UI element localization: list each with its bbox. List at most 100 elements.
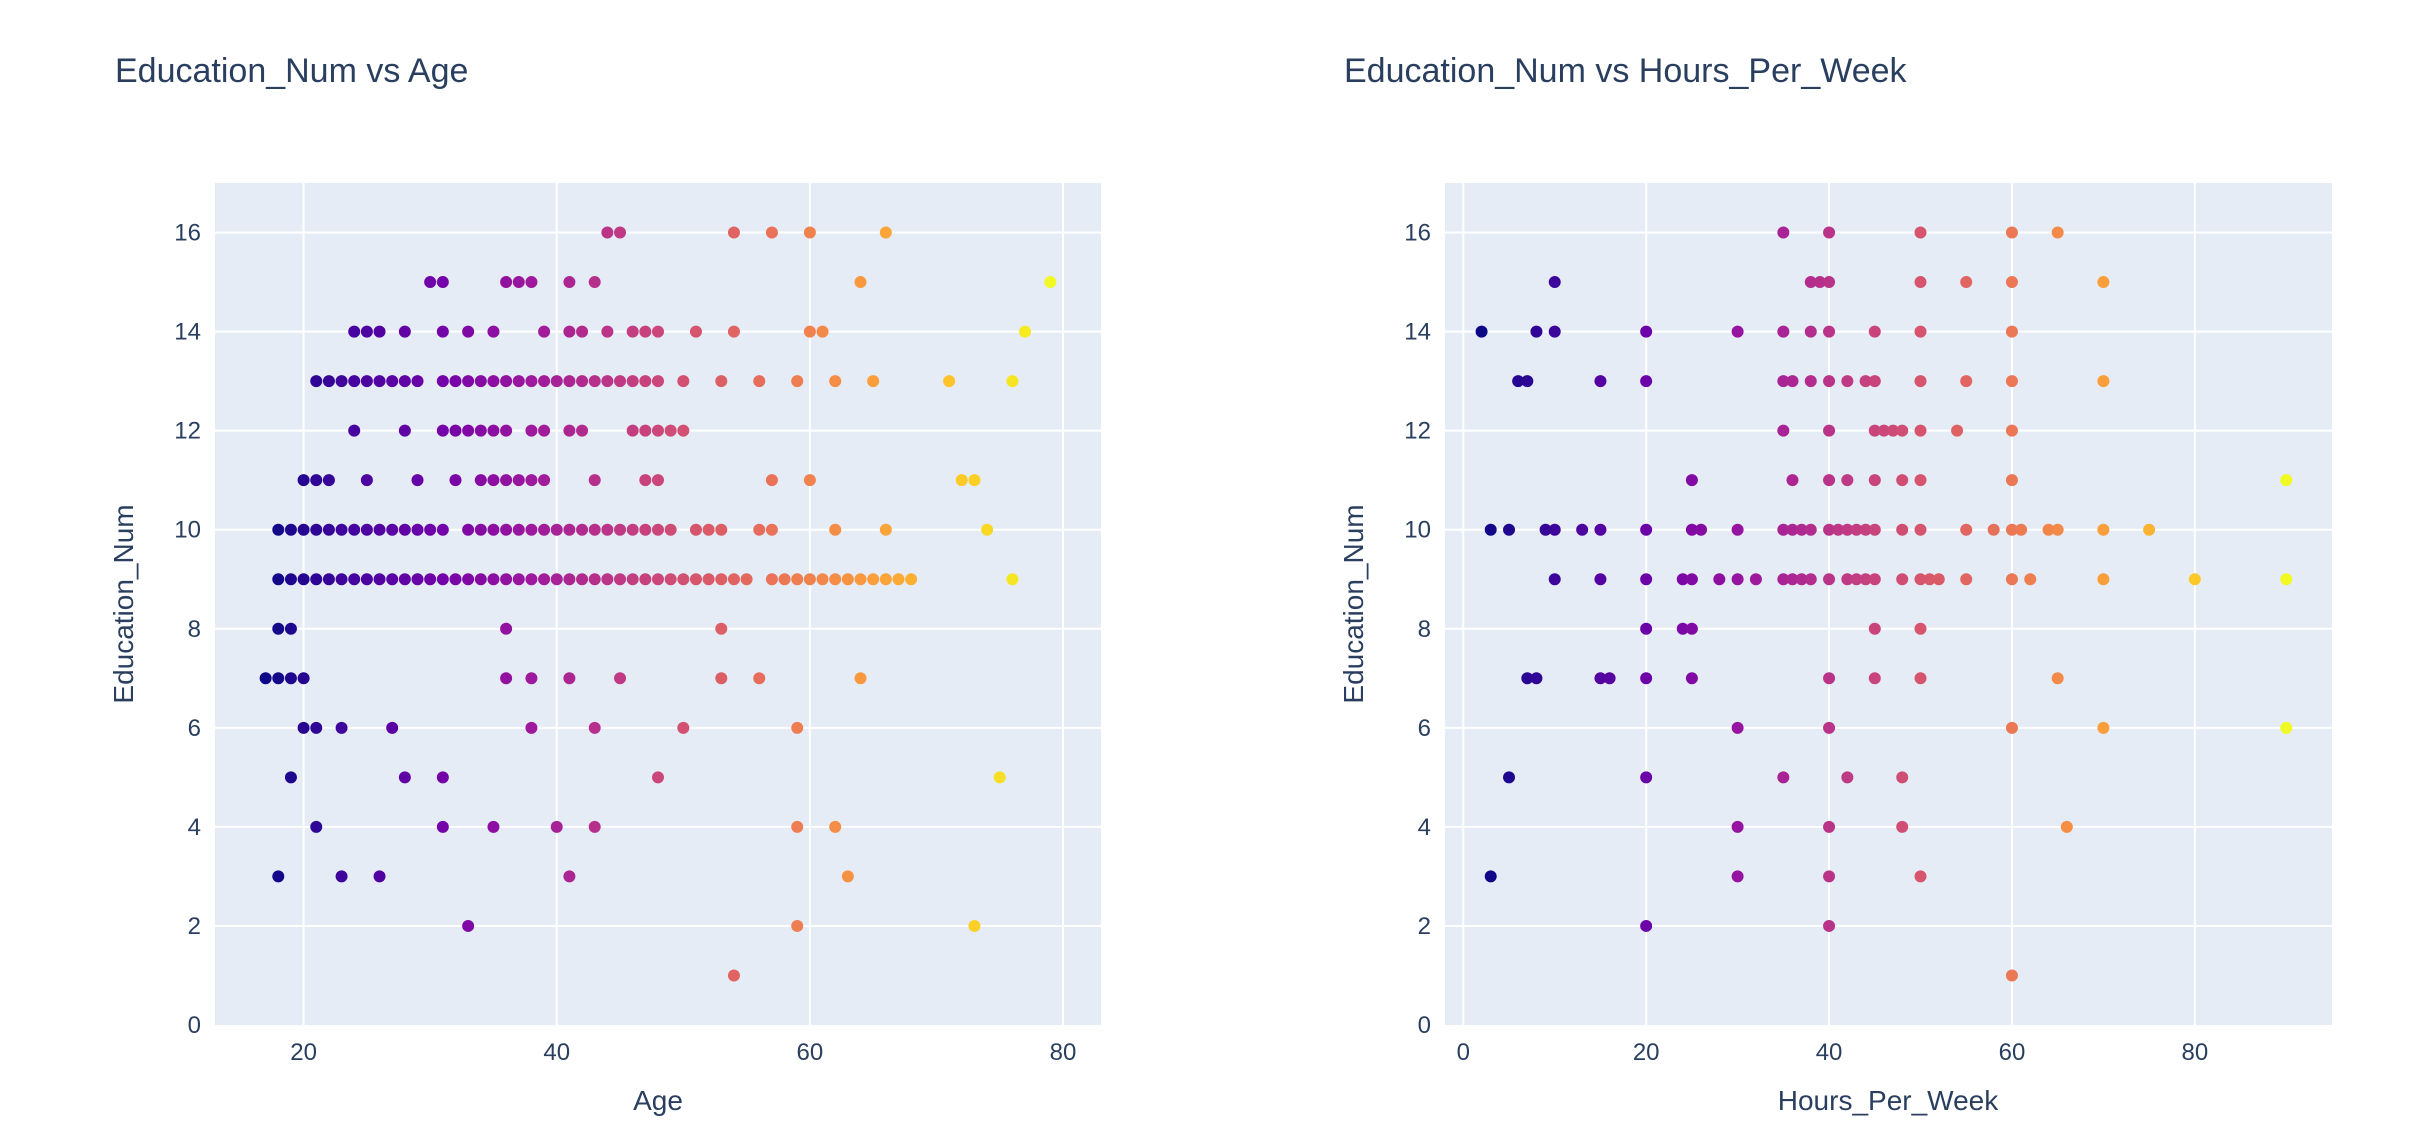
scatter-point [664, 424, 677, 437]
scatter-point [652, 424, 664, 437]
scatter-point [335, 870, 348, 883]
scatter-point [841, 870, 854, 883]
scatter-point [462, 919, 475, 932]
scatter-point [297, 474, 310, 487]
scatter-point [525, 672, 538, 685]
y-tick-label: 10 [174, 517, 201, 544]
points [259, 226, 1057, 982]
scatter-point [1640, 325, 1653, 338]
scatter-point [1804, 325, 1817, 338]
scatter-point [386, 721, 399, 734]
scatter-point [500, 424, 513, 437]
scatter-point [1914, 870, 1927, 883]
scatter-point [1594, 573, 1607, 586]
scatter-point [1548, 523, 1561, 536]
scatter-point [1640, 622, 1653, 635]
scatter-point [348, 375, 361, 388]
y-tick-labels: 0 2 4 6 8 10 12 14 16 [1404, 220, 1431, 1039]
scatter-point [487, 820, 500, 833]
scatter-point [1841, 375, 1854, 388]
scatter-point [1896, 820, 1909, 833]
scatter-point [1786, 375, 1799, 388]
scatter-point [1777, 523, 1790, 536]
scatter-point [1539, 523, 1552, 536]
scatter-point [968, 919, 981, 932]
scatter-point [538, 474, 551, 487]
scatter-point [841, 573, 854, 586]
scatter-point [1914, 523, 1927, 536]
scatter-point [639, 573, 652, 586]
scatter-point [411, 573, 424, 586]
scatter-point [284, 622, 297, 635]
scatter-point [1521, 672, 1534, 685]
scatter-point [588, 276, 601, 289]
scatter-point [1530, 325, 1543, 338]
scatter-point [867, 375, 880, 388]
scatter-point [2280, 573, 2293, 586]
scatter-point [791, 573, 804, 586]
scatter-point [474, 375, 487, 388]
scatter-point [1823, 325, 1836, 338]
y-tick-label: 14 [174, 319, 201, 346]
y-axis-title: Education_Num [108, 504, 139, 703]
scatter-point [525, 474, 538, 487]
scatter-point [373, 325, 386, 338]
scatter-point [2051, 226, 2064, 239]
scatter-point [398, 424, 411, 437]
scatter-point [576, 573, 589, 586]
y-tick-labels: 0 2 4 6 8 10 12 14 16 [174, 220, 201, 1039]
scatter-point [854, 573, 867, 586]
scatter-point [639, 375, 652, 388]
scatter-point [1914, 226, 1927, 239]
scatter-point [1823, 276, 1836, 289]
scatter-point [487, 573, 500, 586]
scatter-point [474, 573, 487, 586]
scatter-point [652, 573, 664, 586]
scatter-point [386, 573, 399, 586]
scatter-point [1786, 474, 1799, 487]
scatter-point [550, 375, 563, 388]
scatter-point [449, 375, 462, 388]
scatter-point [462, 325, 475, 338]
y-tick-label: 16 [174, 220, 201, 247]
scatter-point [322, 523, 335, 536]
scatter-point [1868, 375, 1881, 388]
y-tick-label: 14 [1404, 319, 1431, 346]
scatter-point [626, 573, 639, 586]
scatter-point [386, 523, 399, 536]
scatter-point [1019, 325, 1032, 338]
x-tick-label: 80 [1050, 1039, 1077, 1066]
scatter-point [1859, 573, 1872, 586]
scatter-point [715, 375, 728, 388]
scatter-point [664, 573, 677, 586]
scatter-point [1951, 424, 1964, 437]
scatter-point [563, 325, 576, 338]
scatter-point [1868, 573, 1881, 586]
scatter-point [1823, 919, 1836, 932]
scatter-point [563, 523, 576, 536]
scatter-point [411, 523, 424, 536]
scatter-point [1823, 672, 1836, 685]
scatter-point [436, 375, 449, 388]
scatter-point [487, 424, 500, 437]
y-tick-label: 8 [188, 616, 201, 643]
scatter-point [892, 573, 905, 586]
scatter-point [778, 573, 791, 586]
scatter-point [1640, 523, 1653, 536]
scatter-point [765, 573, 778, 586]
scatter-point [2097, 573, 2110, 586]
scatter-point [2051, 523, 2064, 536]
scatter-point [639, 424, 652, 437]
x-tick-label: 20 [1633, 1039, 1660, 1066]
scatter-point [424, 573, 437, 586]
scatter-point [2024, 573, 2037, 586]
scatter-point [576, 375, 589, 388]
scatter-point [284, 771, 297, 784]
scatter-point [1777, 424, 1790, 437]
scatter-point [525, 721, 538, 734]
scatter-point [1804, 573, 1817, 586]
scatter-point [436, 276, 449, 289]
scatter-point [715, 622, 728, 635]
scatter-point [538, 375, 551, 388]
scatter-point [2005, 969, 2018, 982]
